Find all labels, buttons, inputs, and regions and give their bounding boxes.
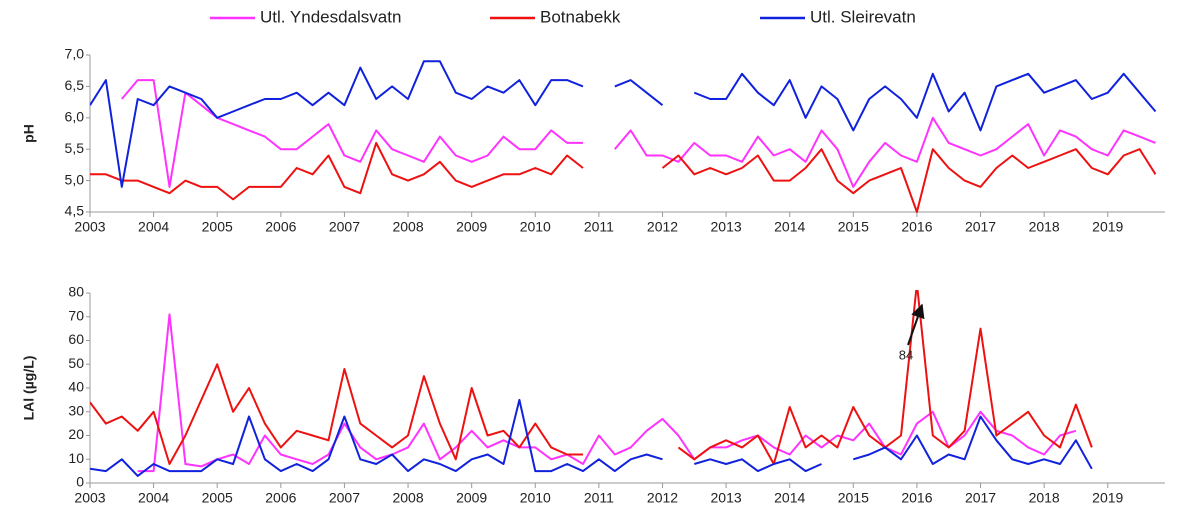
- y-tick-label: 5,0: [65, 171, 85, 187]
- y-axis-label: LAl (µg/L): [21, 356, 37, 421]
- x-tick-label: 2019: [1092, 490, 1123, 506]
- y-tick-label: 0: [76, 474, 84, 490]
- plot-area: [90, 60, 1157, 213]
- x-tick-label: 2017: [965, 490, 996, 506]
- legend-label: Botnabekk: [540, 7, 621, 26]
- x-tick-label: 2010: [520, 490, 551, 506]
- x-tick-label: 2003: [74, 490, 105, 506]
- x-tick-label: 2005: [202, 219, 233, 235]
- series-line: [90, 141, 1157, 213]
- x-tick-label: 2018: [1029, 490, 1060, 506]
- x-tick-label: 2019: [1092, 219, 1123, 235]
- x-tick-label: 2010: [520, 219, 551, 235]
- y-tick-label: 60: [68, 331, 84, 347]
- y-tick-label: 4,5: [65, 203, 85, 219]
- x-tick-label: 2005: [202, 490, 233, 506]
- y-tick-label: 20: [68, 426, 84, 442]
- x-tick-label: 2014: [774, 219, 805, 235]
- y-tick-label: 10: [68, 450, 84, 466]
- x-tick-label: 2004: [138, 490, 169, 506]
- x-tick-label: 2008: [392, 219, 423, 235]
- x-tick-label: 2012: [647, 219, 678, 235]
- y-tick-label: 30: [68, 402, 84, 418]
- series-line: [90, 398, 1093, 477]
- x-tick-label: 2013: [711, 219, 742, 235]
- x-tick-label: 2007: [329, 219, 360, 235]
- legend-label: Utl. Sleirevatn: [810, 7, 916, 26]
- x-tick-label: 2006: [265, 219, 296, 235]
- x-tick-label: 2006: [265, 490, 296, 506]
- series-line: [90, 60, 1157, 188]
- x-tick-label: 2016: [901, 219, 932, 235]
- y-axis-label: pH: [21, 124, 37, 143]
- x-tick-label: 2014: [774, 490, 805, 506]
- x-tick-label: 2004: [138, 219, 169, 235]
- series-line: [121, 79, 1156, 188]
- x-tick-label: 2009: [456, 490, 487, 506]
- y-tick-label: 7,0: [65, 46, 85, 62]
- x-tick-label: 2003: [74, 219, 105, 235]
- annotation: 84: [899, 347, 913, 362]
- x-tick-label: 2011: [584, 490, 614, 506]
- x-tick-label: 2017: [965, 219, 996, 235]
- x-tick-label: 2018: [1029, 219, 1060, 235]
- x-tick-label: 2013: [711, 490, 742, 506]
- y-tick-label: 5,5: [65, 140, 85, 156]
- y-tick-label: 70: [68, 307, 84, 323]
- x-tick-label: 2011: [584, 219, 614, 235]
- x-tick-label: 2015: [838, 490, 869, 506]
- x-tick-label: 2012: [647, 490, 678, 506]
- annotation-arrow: [907, 303, 925, 346]
- x-tick-label: 2016: [901, 490, 932, 506]
- y-tick-label: 40: [68, 379, 84, 395]
- x-tick-label: 2009: [456, 219, 487, 235]
- y-tick-label: 80: [68, 284, 84, 300]
- y-tick-label: 50: [68, 355, 84, 371]
- plot-area: [90, 290, 1093, 477]
- legend-label: Utl. Yndesdalsvatn: [260, 7, 401, 26]
- x-tick-label: 2015: [838, 219, 869, 235]
- y-tick-label: 6,5: [65, 77, 85, 93]
- series-line: [137, 313, 1077, 473]
- series-line: [90, 290, 1093, 465]
- x-tick-label: 2008: [392, 490, 423, 506]
- y-tick-label: 6,0: [65, 109, 85, 125]
- x-tick-label: 2007: [329, 490, 360, 506]
